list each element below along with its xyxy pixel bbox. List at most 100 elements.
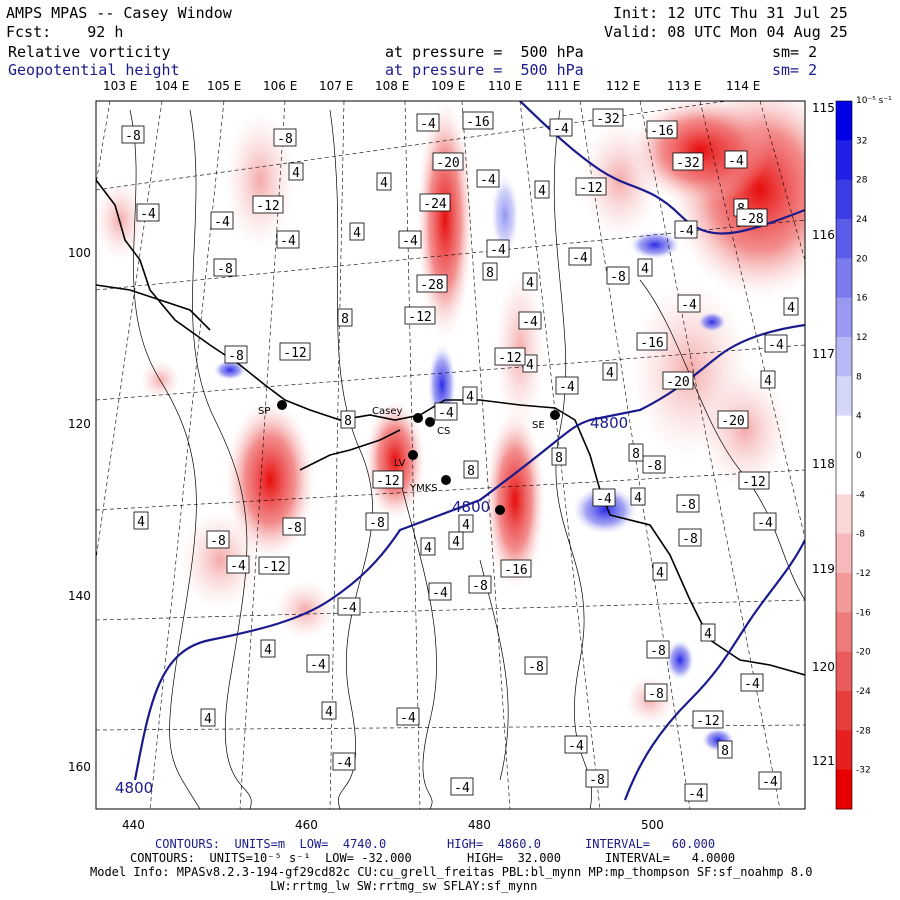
colorbar-label: 20	[856, 254, 868, 264]
vorticity-contour-label: 4	[260, 639, 276, 658]
vorticity-contour-label: -12	[738, 471, 770, 490]
vorticity-contour-label: -12	[279, 342, 311, 361]
station-dot	[413, 413, 423, 423]
vorticity-contour-label: -8	[121, 125, 145, 144]
vorticity-label-text: 8	[632, 447, 640, 462]
colorbar-swatch	[836, 219, 852, 259]
vorticity-label-text: -12	[256, 199, 279, 214]
colorbar-swatch	[836, 769, 852, 810]
vorticity-contour-label: 4	[376, 172, 392, 191]
vorticity-label-text: -8	[589, 773, 605, 788]
vorticity-label-text: 4	[704, 627, 712, 642]
height-label: 4800	[115, 779, 153, 797]
valid-time: Valid: 08 UTC Mon 04 Aug 25	[604, 23, 848, 41]
init-time: Init: 12 UTC Thu 31 Jul 25	[613, 4, 848, 22]
vorticity-label-text: -4	[762, 775, 778, 790]
field2-sm: sm= 2	[772, 61, 818, 79]
vorticity-contour-label: -4	[450, 777, 474, 796]
vorticity-contour-label: -4	[568, 247, 592, 266]
model-info-2: LW:rrtmg_lw SW:rrtmg_sw SFLAY:sf_mynn	[270, 879, 538, 893]
vorticity-contour-label: -8	[524, 656, 548, 675]
colorbar-swatch	[836, 533, 852, 574]
vorticity-contour-label: -12	[494, 347, 526, 366]
vorticity-label-text: 4	[424, 541, 432, 556]
vorticity-contour-label: 4	[783, 297, 799, 316]
vorticity-label-text: -4	[688, 787, 704, 802]
vorticity-contour-label: -20	[432, 152, 464, 171]
vorticity-label-text: -8	[680, 498, 696, 513]
vorticity-contour-label: 4	[602, 362, 618, 381]
vorticity-label-text: 4	[641, 262, 649, 277]
vorticity-label-text: 8	[341, 312, 349, 327]
x-tick-label: 460	[295, 818, 318, 832]
vorticity-label-text: -4	[230, 559, 246, 574]
lon-label: 105 E	[207, 79, 241, 93]
vorticity-contour-label: -16	[646, 120, 678, 139]
lon-label: 108 E	[375, 79, 409, 93]
vorticity-label-text: -4	[480, 173, 496, 188]
vorticity-contour-label: -4	[332, 752, 356, 771]
vorticity-contour-label: 8	[337, 308, 353, 327]
vorticity-label-text: 8	[555, 451, 563, 466]
vorticity-contour-label: -8	[365, 512, 389, 531]
vorticity-contour-label: -8	[224, 345, 248, 364]
colorbar-label: -8	[856, 530, 865, 540]
vorticity-contour-label: 8	[463, 460, 479, 479]
vorticity-label-text: -8	[610, 270, 626, 285]
vorticity-label-text: -8	[228, 349, 244, 364]
colorbar-swatch	[836, 297, 852, 338]
lon-label: 104 E	[155, 79, 189, 93]
station-markers	[277, 400, 560, 515]
vorticity-contour-label: 4	[522, 272, 538, 291]
vorticity-label-text: -8	[277, 132, 293, 147]
colorbar-label: 0	[856, 451, 862, 461]
vorticity-contour-label: -8	[676, 494, 700, 513]
vorticity-contour-label: -16	[636, 332, 668, 351]
vorticity-label-text: -28	[420, 278, 443, 293]
vorticity-contour-label: -4	[434, 402, 458, 421]
vorticity-contour-label: -32	[592, 108, 624, 127]
vorticity-label-text: 4	[137, 515, 145, 530]
vorticity-contour-label: 4	[448, 531, 464, 550]
vorticity-label-text: -8	[369, 516, 385, 531]
vorticity-contour-label: 4	[133, 511, 149, 530]
vorticity-contour-label: -12	[692, 710, 724, 729]
vorticity-label-text: -4	[400, 711, 416, 726]
station-label: LV	[394, 458, 405, 469]
vorticity-contour-label: -4	[674, 220, 698, 239]
forecast-hour: Fcst: 92 h	[6, 23, 124, 41]
vorticity-contour-label: -4	[398, 230, 422, 249]
vorticity-label-text: -4	[310, 658, 326, 673]
vorticity-contour-label: 4	[458, 514, 474, 533]
vorticity-contour-label: -4	[684, 783, 708, 802]
vorticity-label-text: -12	[408, 310, 431, 325]
vorticity-contour-label: 4	[760, 370, 776, 389]
vorticity-contour-label: -32	[672, 152, 704, 171]
vorticity-contour-label: -4	[428, 582, 452, 601]
vorticity-contour-label: -8	[585, 769, 609, 788]
colorbar-label: -28	[856, 726, 871, 736]
vorticity-contour-label: -4	[592, 488, 616, 507]
colorbar-swatch	[836, 337, 852, 377]
vorticity-contour-label: -24	[419, 193, 451, 212]
vorticity-label-text: 4	[462, 518, 470, 533]
vorticity-label-text: -12	[376, 474, 399, 489]
colorbar-labels: 32 28 24 20 16 12 8 4 0 -4 -8 -12 -16 -20 -24 -28 -32	[856, 136, 871, 775]
vorticity-contour-label: 4	[637, 258, 653, 277]
vorticity-label-text: -16	[650, 124, 673, 139]
vorticity-label-text: -4	[522, 315, 538, 330]
vorticity-label-text: -4	[214, 215, 230, 230]
vorticity-label-text: -12	[742, 475, 765, 490]
vorticity-contour-label: -4	[764, 334, 788, 353]
station-label: CS	[437, 426, 450, 437]
station-dot	[550, 410, 560, 420]
vorticity-contour-label: -8	[282, 517, 306, 536]
vorticity-contour-label: 4	[534, 180, 550, 199]
colorbar-swatch	[836, 415, 852, 456]
lon-label: 110 E	[488, 79, 522, 93]
vorticity-label-text: -4	[420, 117, 436, 132]
colorbar-swatch	[836, 101, 852, 141]
vorticity-contour-label: 8	[551, 447, 567, 466]
vorticity-label-text: -4	[744, 677, 760, 692]
